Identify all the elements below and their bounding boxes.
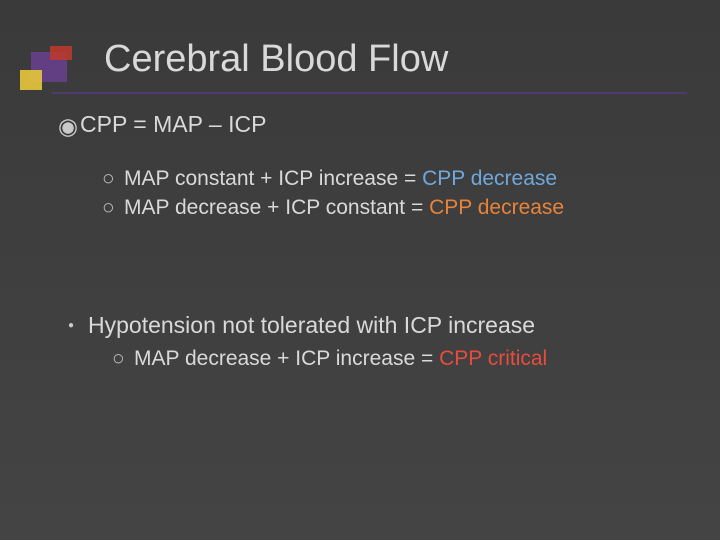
critical-colored: CPP critical	[439, 347, 547, 370]
sub2-plain: MAP decrease + ICP constant =	[124, 196, 429, 219]
title-underline	[52, 92, 687, 94]
sub-bullet-2: ○ MAP decrease + ICP constant = CPP decre…	[102, 195, 678, 221]
logo-square-yellow	[20, 70, 42, 90]
bullet-level1-second: ● Hypotension not tolerated with ICP incr…	[68, 311, 678, 340]
dot-bullet-icon: ●	[68, 320, 78, 333]
corner-logo	[20, 46, 72, 90]
cpp-prefix: CPP	[80, 111, 127, 137]
sub1-plain: MAP constant + ICP increase =	[124, 167, 422, 190]
hollow-bullet-icon: ○	[102, 166, 116, 192]
sub1-colored: CPP decrease	[422, 167, 557, 190]
sub2-colored: CPP decrease	[429, 196, 564, 219]
critical-plain: MAP decrease + ICP increase =	[134, 347, 439, 370]
slide: Cerebral Blood Flow ◉ CPP = MAP – ICP ○ MA…	[0, 0, 720, 540]
hollow-bullet-icon: ○	[102, 195, 116, 221]
logo-square-red	[50, 46, 72, 60]
bullet-level1: ◉ CPP = MAP – ICP	[58, 110, 678, 140]
slide-title: Cerebral Blood Flow	[104, 38, 448, 81]
sub-bullet-critical: ○ MAP decrease + ICP increase = CPP criti…	[112, 346, 678, 372]
hollow-bullet-icon: ○	[112, 346, 126, 372]
slide-body: ◉ CPP = MAP – ICP ○ MAP constant + ICP inc…	[58, 110, 678, 372]
cpp-equation: = MAP – ICP	[127, 111, 267, 137]
hypotension-text: Hypotension not tolerated with ICP incre…	[88, 312, 535, 338]
ring-bullet-icon: ◉	[58, 112, 70, 141]
sub-bullet-1: ○ MAP constant + ICP increase = CPP decre…	[102, 166, 678, 192]
